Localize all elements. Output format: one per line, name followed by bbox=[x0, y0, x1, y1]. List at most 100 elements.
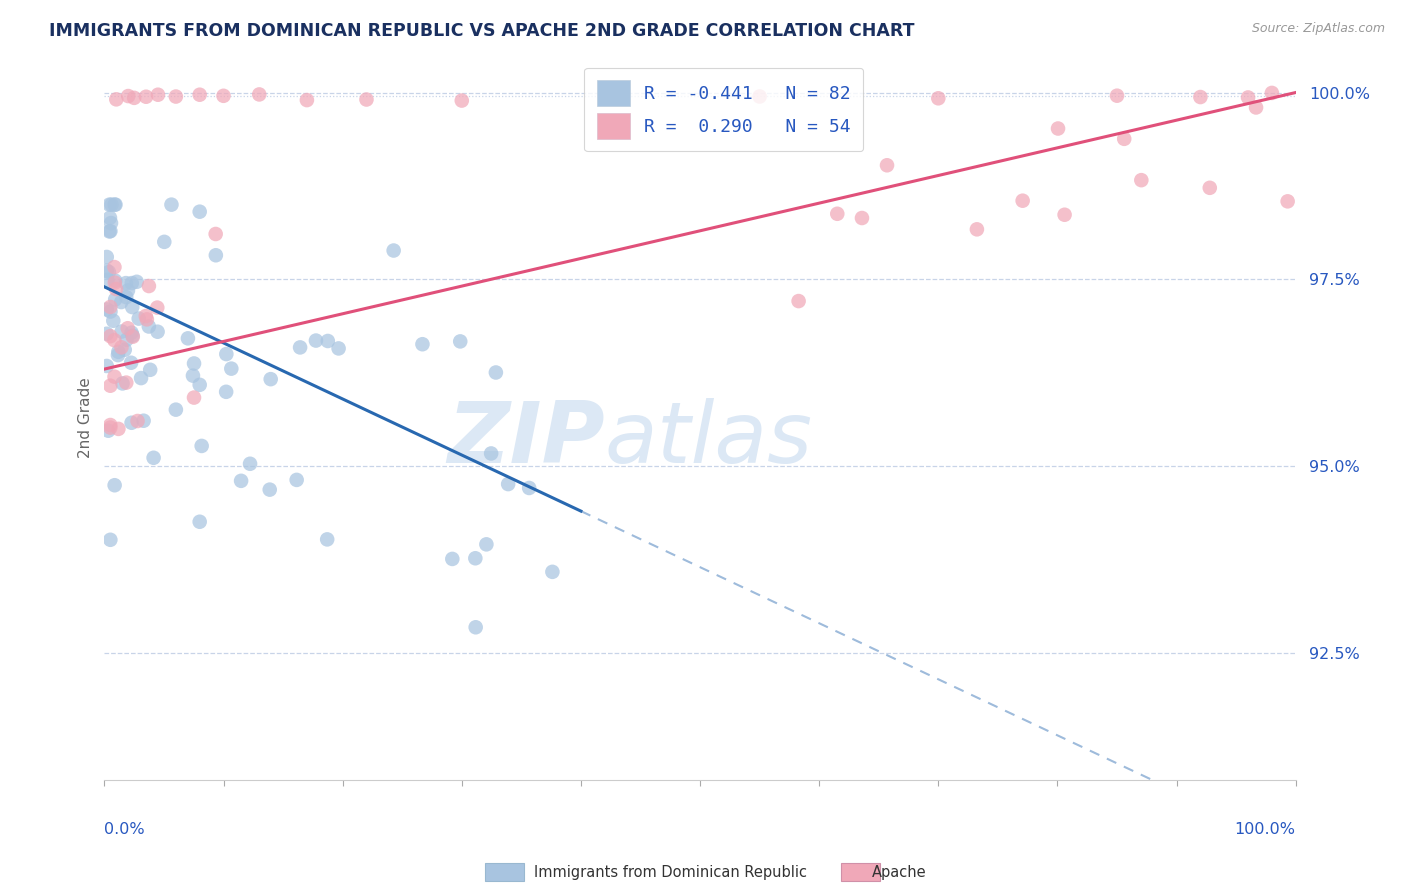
Point bbox=[479, 446, 502, 460]
Point bbox=[411, 337, 433, 351]
Point bbox=[104, 276, 127, 290]
Point bbox=[851, 211, 873, 225]
Point bbox=[190, 439, 212, 453]
Point bbox=[450, 94, 472, 108]
Point bbox=[205, 248, 228, 262]
Point bbox=[100, 216, 122, 230]
Point bbox=[98, 417, 121, 432]
Point bbox=[129, 371, 152, 385]
Point bbox=[475, 537, 498, 551]
Point bbox=[229, 474, 252, 488]
Point bbox=[288, 340, 311, 354]
Point bbox=[441, 552, 464, 566]
Point bbox=[204, 227, 226, 241]
Point bbox=[827, 207, 849, 221]
Point bbox=[139, 363, 162, 377]
Text: Immigrants from Dominican Republic: Immigrants from Dominican Republic bbox=[534, 865, 807, 880]
Text: Apache: Apache bbox=[872, 865, 927, 880]
Point bbox=[496, 477, 519, 491]
Point bbox=[1114, 132, 1136, 146]
Point bbox=[96, 359, 118, 373]
Point bbox=[1198, 181, 1220, 195]
Point bbox=[188, 515, 211, 529]
Point bbox=[121, 328, 143, 343]
Point bbox=[127, 414, 149, 428]
Text: ZIP: ZIP bbox=[447, 398, 605, 481]
Point bbox=[517, 481, 540, 495]
Point bbox=[1047, 121, 1070, 136]
Point bbox=[121, 416, 143, 430]
Point bbox=[120, 356, 142, 370]
Point bbox=[165, 89, 187, 103]
Point bbox=[146, 301, 169, 315]
Point bbox=[110, 295, 132, 310]
Point bbox=[105, 92, 128, 106]
Point bbox=[1237, 90, 1260, 104]
Point bbox=[121, 276, 143, 290]
Point bbox=[239, 457, 262, 471]
Point bbox=[356, 93, 378, 107]
Point bbox=[100, 304, 122, 318]
Point bbox=[96, 326, 118, 341]
Point bbox=[138, 279, 160, 293]
Point bbox=[104, 478, 127, 492]
Point bbox=[188, 204, 211, 219]
Point bbox=[135, 89, 157, 103]
Point bbox=[121, 329, 143, 343]
Point bbox=[135, 312, 157, 326]
Point bbox=[117, 321, 139, 335]
Point bbox=[115, 333, 138, 347]
Point bbox=[110, 340, 132, 354]
Point bbox=[104, 274, 127, 288]
Point bbox=[927, 91, 949, 105]
Point bbox=[146, 325, 169, 339]
Point bbox=[98, 211, 121, 225]
Point bbox=[382, 244, 405, 258]
Point bbox=[449, 334, 471, 349]
Point bbox=[115, 276, 138, 290]
Point bbox=[1244, 100, 1267, 114]
Point bbox=[142, 450, 165, 465]
Point bbox=[128, 311, 150, 326]
Point bbox=[98, 224, 121, 238]
Point bbox=[96, 273, 118, 287]
Point bbox=[125, 275, 148, 289]
Point bbox=[966, 222, 988, 236]
Point bbox=[221, 361, 243, 376]
Point bbox=[1130, 173, 1153, 187]
Text: 0.0%: 0.0% bbox=[104, 822, 145, 837]
Point bbox=[117, 89, 139, 103]
Point bbox=[98, 420, 121, 434]
Point bbox=[100, 224, 122, 238]
Point bbox=[121, 326, 143, 340]
Point bbox=[135, 309, 157, 323]
Point bbox=[316, 334, 339, 348]
Point bbox=[98, 197, 121, 211]
Point bbox=[1189, 90, 1212, 104]
Point bbox=[316, 533, 339, 547]
Text: atlas: atlas bbox=[605, 398, 813, 481]
Point bbox=[464, 620, 486, 634]
Point bbox=[215, 347, 238, 361]
Point bbox=[104, 197, 127, 211]
Text: IMMIGRANTS FROM DOMINICAN REPUBLIC VS APACHE 2ND GRADE CORRELATION CHART: IMMIGRANTS FROM DOMINICAN REPUBLIC VS AP… bbox=[49, 22, 915, 40]
Point bbox=[328, 342, 350, 356]
Point bbox=[104, 293, 127, 307]
Point bbox=[107, 422, 129, 436]
Point bbox=[215, 384, 238, 399]
Point bbox=[117, 284, 139, 298]
Point bbox=[114, 343, 136, 357]
Point bbox=[247, 87, 270, 102]
Point bbox=[96, 302, 118, 317]
Point bbox=[111, 325, 134, 339]
Point bbox=[1053, 208, 1076, 222]
Point bbox=[285, 473, 308, 487]
Point bbox=[122, 91, 145, 105]
Point bbox=[181, 368, 204, 383]
Point bbox=[212, 88, 235, 103]
Point bbox=[96, 250, 118, 264]
Point bbox=[1105, 88, 1128, 103]
Point bbox=[121, 300, 143, 314]
Point bbox=[295, 93, 318, 107]
Text: 100.0%: 100.0% bbox=[1234, 822, 1296, 837]
